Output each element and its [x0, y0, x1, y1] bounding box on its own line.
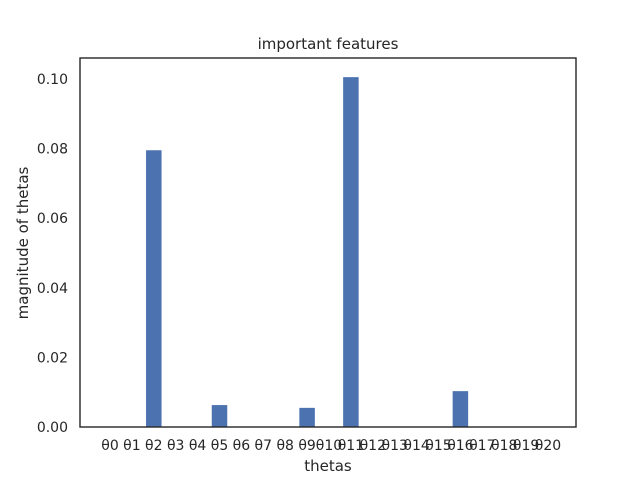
x-tick-label: θ14: [403, 438, 429, 454]
bar-θ2: [146, 150, 162, 427]
y-tick-label: 0.08: [37, 142, 68, 158]
y-tick-label: 0.06: [37, 211, 68, 227]
x-tick-label: θ12: [360, 438, 386, 454]
x-axis-ticks: θ0 θ1 θ2 θ3 θ4 θ5 θ6 θ7 θ8 θ9 θ10θ11θ12θ13θ14θ15θ1…: [101, 438, 561, 454]
chart-title: important features: [258, 35, 399, 53]
y-tick-label: 0.02: [37, 350, 68, 366]
x-tick-label: θ6: [233, 438, 251, 454]
bar-θ5: [211, 405, 228, 427]
x-tick-label: θ18: [491, 438, 517, 454]
x-tick-label: θ9: [298, 438, 315, 454]
x-tick-label: θ4: [189, 438, 207, 454]
x-tick-label: θ19: [513, 438, 539, 454]
x-tick-label: θ8: [276, 438, 293, 454]
x-tick-label: θ0: [101, 438, 118, 454]
y-axis-ticks: 0.00 0.02 0.04 0.06 0.08 0.10: [37, 72, 68, 436]
x-tick-label: θ2: [145, 438, 162, 454]
y-tick-label: 0.00: [37, 420, 68, 436]
y-tick-label: 0.04: [37, 281, 68, 297]
x-tick-label: θ10: [316, 438, 342, 454]
x-tick-label: θ17: [469, 438, 495, 454]
x-tick-label: θ16: [447, 438, 473, 454]
x-tick-label: θ15: [425, 438, 451, 454]
bars-group: [146, 77, 469, 428]
x-tick-label: θ7: [255, 438, 272, 454]
x-tick-label: θ1: [123, 438, 140, 454]
y-tick-label: 0.10: [37, 72, 68, 88]
x-tick-label: θ3: [167, 438, 184, 454]
x-axis-label: thetas: [304, 457, 352, 475]
bar-θ16: [452, 391, 469, 427]
plot-frame: [79, 57, 577, 428]
bar-θ11: [343, 77, 359, 428]
x-tick-label: θ5: [211, 438, 228, 454]
x-tick-label: θ13: [382, 438, 408, 454]
x-tick-label: θ20: [535, 438, 561, 454]
x-tick-label: θ11: [338, 438, 364, 454]
y-axis-label: magnitude of thetas: [14, 166, 32, 319]
bar-θ9: [299, 407, 315, 427]
